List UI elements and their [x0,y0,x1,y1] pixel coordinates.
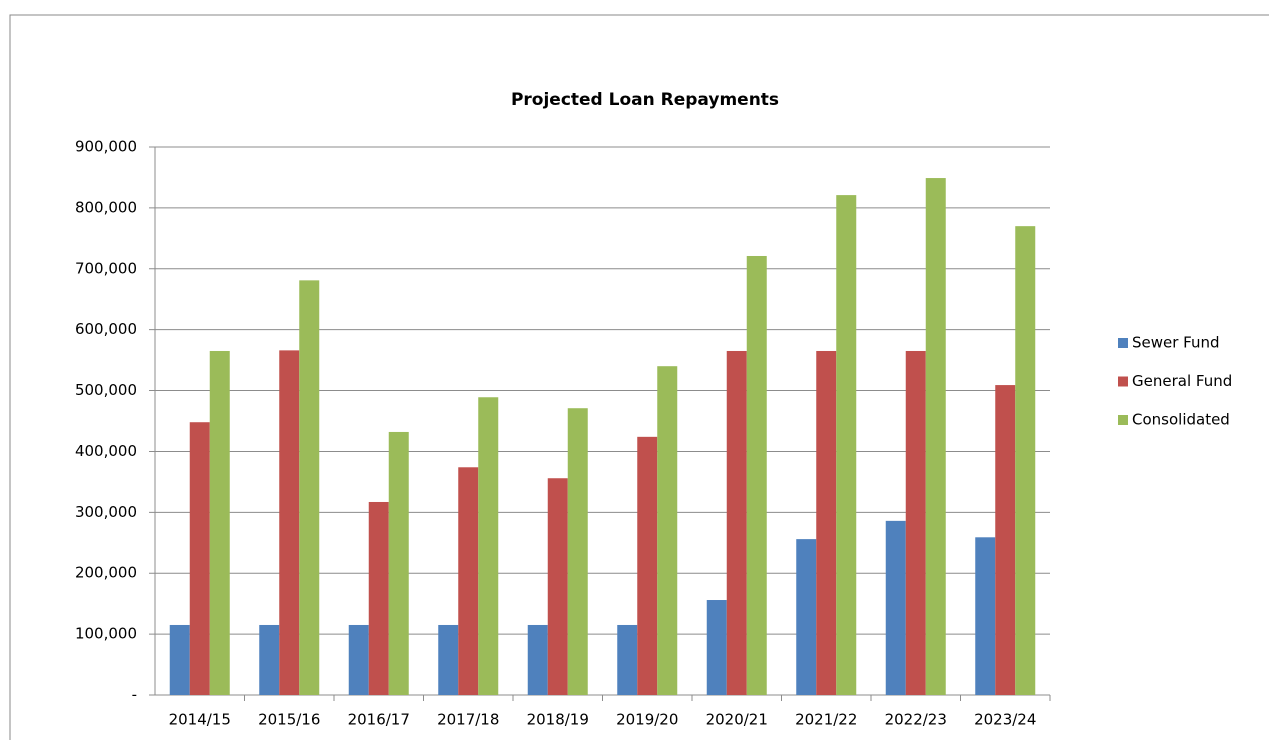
bar [726,350,747,695]
chart-title: Projected Loan Repayments [511,90,779,110]
x-tick-label: 2016/17 [348,711,410,729]
x-tick-label: 2021/22 [795,711,857,729]
bar [836,195,857,695]
bar [368,501,389,695]
bar [478,397,499,695]
bar [925,178,946,695]
bar [816,350,837,695]
bar [527,624,548,695]
bar [209,350,230,695]
y-tick-label: 200,000 [75,564,137,582]
bar [458,467,479,695]
chart-frame [9,14,1269,740]
bar [279,350,300,695]
legend-swatch [1118,338,1128,348]
y-tick-label: 100,000 [75,625,137,643]
bar [905,350,926,695]
bar [746,255,767,696]
x-tick-label: 2023/24 [974,711,1036,729]
legend-swatch [1118,376,1128,387]
bar [388,431,409,695]
bar [617,624,638,695]
x-tick-label: 2019/20 [616,711,678,729]
y-tick-label: 400,000 [75,442,137,460]
bar [796,539,817,695]
bar [975,537,996,695]
y-tick-label: - [132,686,137,704]
legend-label: Consolidated [1132,411,1230,429]
bar [1015,226,1036,695]
y-tick-label: 800,000 [75,198,137,216]
x-tick-label: 2020/21 [706,711,768,729]
bar [657,366,678,695]
y-tick-label: 700,000 [75,259,137,277]
bar [259,624,280,695]
bar [995,385,1016,695]
legend-label: Sewer Fund [1132,334,1220,352]
x-tick-label: 2015/16 [258,711,320,729]
bar [885,520,906,695]
y-tick-label: 300,000 [75,503,137,521]
y-tick-label: 500,000 [75,381,137,399]
x-tick-label: 2014/15 [169,711,231,729]
x-tick-label: 2017/18 [437,711,499,729]
bar [547,478,568,695]
bar [637,436,658,695]
bar [189,422,210,695]
y-tick-label: 600,000 [75,320,137,338]
bar [567,408,588,695]
bar [348,624,369,695]
legend-swatch [1118,415,1128,425]
bar [299,280,320,695]
x-tick-label: 2022/23 [885,711,947,729]
bar [706,600,727,695]
y-tick-label: 900,000 [75,138,137,156]
bar [438,624,459,695]
bar [169,624,190,695]
legend-label: General Fund [1132,372,1232,390]
x-tick-label: 2018/19 [527,711,589,729]
